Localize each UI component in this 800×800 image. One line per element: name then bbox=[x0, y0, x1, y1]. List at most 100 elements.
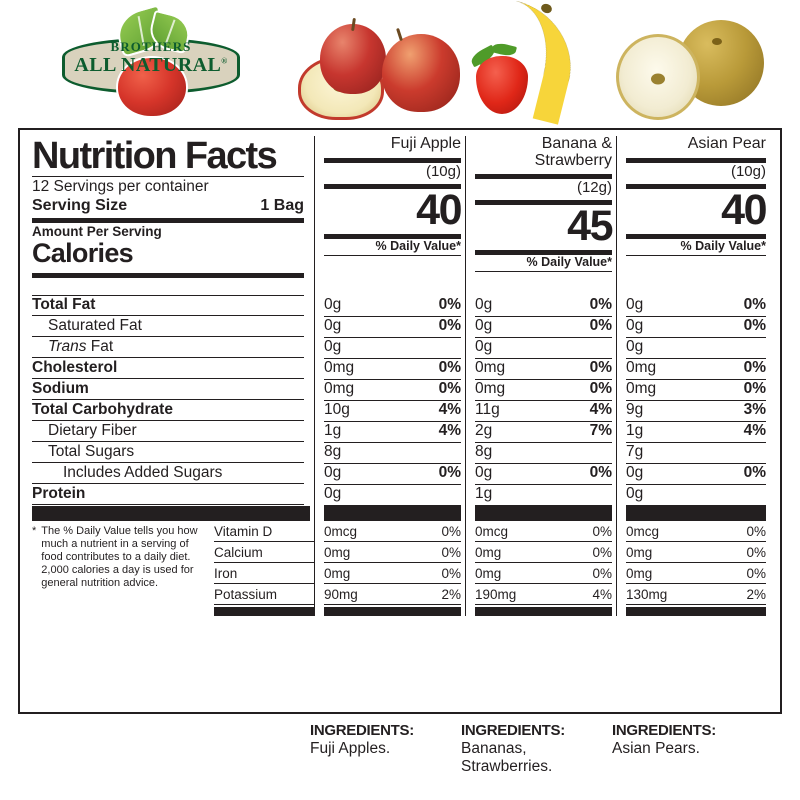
vitamin-amount: 90mg bbox=[324, 586, 358, 602]
nutrient-amount: 8g bbox=[475, 442, 493, 460]
nutrient-amount: 0mg bbox=[626, 358, 657, 376]
nutrient-value-cell-0: 8g bbox=[314, 442, 465, 464]
vitamin-value-row: 0mg 0% bbox=[324, 542, 461, 560]
vitamin-label: Iron bbox=[214, 565, 238, 581]
ingredients-section: INGREDIENTS: Fuji Apples. INGREDIENTS: B… bbox=[18, 722, 782, 776]
calories-label: Calories bbox=[32, 238, 134, 269]
nutrient-row: Cholesterol 0mg 0% 0mg 0% 0mg 0% bbox=[32, 358, 770, 380]
nutrient-value-cell-2: 0mg 0% bbox=[616, 379, 770, 401]
nutrient-amount: 1g bbox=[475, 484, 493, 502]
product-column-2: Asian Pear (10g) 40 % Daily Value* bbox=[616, 135, 770, 296]
nutrient-value-cell-0: 0g bbox=[314, 484, 465, 506]
nutrient-daily-value: 0% bbox=[589, 295, 612, 313]
vitamin-amount: 0mcg bbox=[626, 523, 660, 539]
nutrient-daily-value: 4% bbox=[589, 400, 612, 418]
nutrient-daily-value: 0% bbox=[743, 463, 766, 481]
nutrient-amount: 7g bbox=[626, 442, 644, 460]
title-column: Nutrition Facts 12 Servings per containe… bbox=[32, 136, 314, 296]
nutrient-daily-value: 0% bbox=[589, 358, 612, 376]
brand-logo: BROTHERS ALL NATURAL® bbox=[62, 4, 240, 118]
vitamin-daily-value: 0% bbox=[746, 523, 766, 539]
vitamin-value-row: 90mg 2% bbox=[324, 584, 461, 602]
nutrient-value-cell-1: 0g 0% bbox=[465, 295, 616, 317]
nutrient-label: Total Fat bbox=[32, 295, 96, 313]
product-column-0: Fuji Apple (10g) 40 % Daily Value* bbox=[314, 135, 465, 296]
vitamin-daily-value: 4% bbox=[592, 586, 612, 602]
ingredients-text: Asian Pears. bbox=[612, 739, 700, 757]
nutrient-amount: 0g bbox=[626, 484, 644, 502]
nutrient-label-cell: Cholesterol bbox=[32, 359, 314, 380]
header-banner: BROTHERS ALL NATURAL® bbox=[0, 0, 800, 125]
vitamin-value-row: 0mcg 0% bbox=[626, 521, 766, 539]
apple-stem-icon bbox=[396, 27, 403, 42]
nutrient-row: Protein 0g 1g 0g bbox=[32, 484, 770, 506]
nutrient-row: Total Sugars 8g 8g 7g bbox=[32, 442, 770, 464]
nutrient-value-cell-1: 11g 4% bbox=[465, 400, 616, 422]
nutrient-row: Saturated Fat 0g 0% 0g 0% 0g 0% bbox=[32, 316, 770, 338]
vitamin-value-row: 0mcg 0% bbox=[324, 521, 461, 539]
nutrient-value-cell-1: 0mg 0% bbox=[465, 379, 616, 401]
nutrient-label-cell: Protein bbox=[32, 485, 314, 506]
vitamin-amount: 0mg bbox=[324, 565, 351, 581]
nutrient-amount: 11g bbox=[475, 400, 500, 418]
calories-value: 40 bbox=[416, 185, 462, 234]
daily-value-header: % Daily Value* bbox=[680, 238, 766, 253]
nutrient-label: Saturated Fat bbox=[48, 316, 142, 334]
vitamin-amount: 0mcg bbox=[324, 523, 358, 539]
amount-per-serving-label: Amount Per Serving bbox=[32, 224, 162, 240]
nutrient-amount: 0g bbox=[626, 316, 644, 334]
pear-half-icon bbox=[616, 34, 700, 120]
nutrient-daily-value: 0% bbox=[438, 379, 461, 397]
calories-value: 45 bbox=[567, 202, 613, 251]
calories-value: 40 bbox=[721, 185, 767, 234]
nutrient-label-cell: Dietary Fiber bbox=[32, 422, 314, 443]
vitamin-amount: 0mcg bbox=[475, 523, 509, 539]
nutrient-value-cell-1: 0g 0% bbox=[465, 316, 616, 338]
strawberry-icon bbox=[476, 56, 528, 114]
ingredients-heading: INGREDIENTS: bbox=[461, 722, 565, 739]
nutrition-facts-panel: Nutrition Facts 12 Servings per containe… bbox=[18, 128, 782, 714]
nutrient-label: Total Carbohydrate bbox=[32, 400, 173, 418]
nutrient-daily-value: 0% bbox=[743, 358, 766, 376]
ingredients-spacer bbox=[18, 722, 310, 776]
nutrient-label: Total Sugars bbox=[48, 442, 135, 460]
nutrient-value-cell-0: 10g 4% bbox=[314, 400, 465, 422]
nutrient-label: Cholesterol bbox=[32, 358, 118, 376]
nutrient-value-cell-0: 0g 0% bbox=[314, 295, 465, 317]
panel-header-row: Nutrition Facts 12 Servings per containe… bbox=[32, 135, 770, 296]
nutrient-value-cell-2: 1g 4% bbox=[616, 421, 770, 443]
serving-size-row: Serving Size 1 Bag bbox=[32, 197, 304, 215]
nutrient-label: Sodium bbox=[32, 379, 89, 397]
vitamin-label: Calcium bbox=[214, 544, 263, 560]
nutrient-value-cell-1: 8g bbox=[465, 442, 616, 464]
nutrient-daily-value: 0% bbox=[589, 463, 612, 481]
nutrient-amount: 0g bbox=[626, 337, 644, 355]
vitamin-amount: 190mg bbox=[475, 586, 517, 602]
vitamin-value-row: 0mg 0% bbox=[626, 542, 766, 560]
vitamin-amount: 130mg bbox=[626, 586, 668, 602]
nutrient-amount: 10g bbox=[324, 400, 350, 418]
vitamin-label: Potassium bbox=[214, 586, 278, 602]
daily-value-header: % Daily Value* bbox=[375, 238, 461, 253]
nutrient-row: Sodium 0mg 0% 0mg 0% 0mg 0% bbox=[32, 379, 770, 401]
nutrient-label: Includes Added Sugars bbox=[63, 463, 223, 481]
vitamin-daily-value: 0% bbox=[592, 523, 612, 539]
vitamin-daily-value: 0% bbox=[441, 544, 461, 560]
serving-size-value: 1 Bag bbox=[260, 196, 304, 214]
serving-size-label: Serving Size bbox=[32, 196, 128, 214]
ingredients-column-1: INGREDIENTS: Bananas, Strawberries. bbox=[461, 722, 612, 776]
nutrient-label-cell: Total Carbohydrate bbox=[32, 401, 314, 422]
vitamin-label-column: Vitamin D Calcium Iron Potassium bbox=[214, 521, 314, 616]
nutrient-value-cell-1: 0mg 0% bbox=[465, 358, 616, 380]
serving-weight: (10g) bbox=[425, 162, 461, 180]
nutrient-label: Protein bbox=[32, 484, 86, 502]
ingredients-column-2: INGREDIENTS: Asian Pears. bbox=[612, 722, 766, 776]
servings-per-container: 12 Servings per container bbox=[32, 178, 209, 195]
nutrient-value-cell-0: 1g 4% bbox=[314, 421, 465, 443]
nutrient-label: Trans Fat bbox=[48, 337, 114, 355]
nutrient-row: Dietary Fiber 1g 4% 2g 7% 1g 4% bbox=[32, 421, 770, 443]
daily-value-header: % Daily Value* bbox=[526, 255, 612, 270]
ingredients-heading: INGREDIENTS: bbox=[310, 722, 414, 739]
section-divider-bar bbox=[32, 505, 770, 521]
nutrient-daily-value: 4% bbox=[438, 400, 461, 418]
